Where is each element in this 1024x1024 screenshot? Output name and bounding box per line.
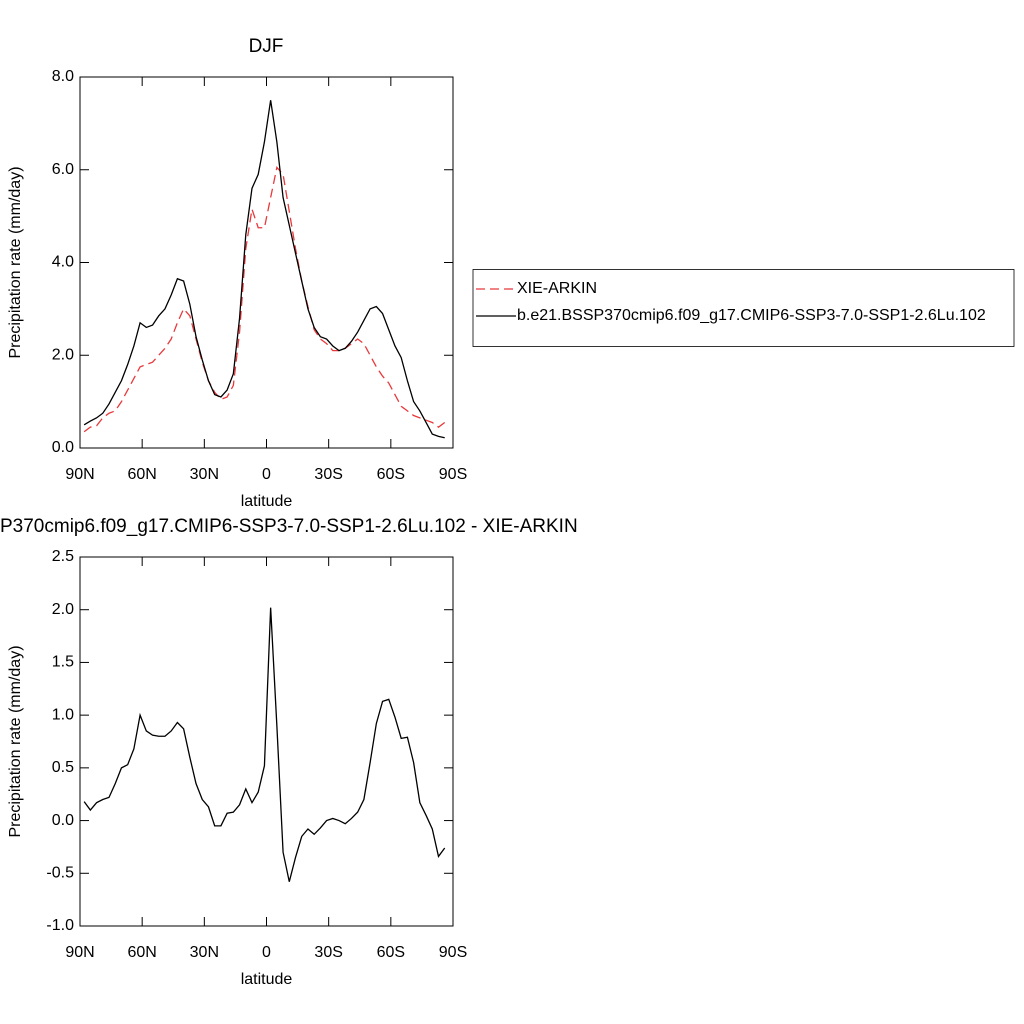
y-tick-label: 1.0: [52, 706, 74, 723]
x-tick-label: 60S: [377, 944, 405, 961]
x-tick-label: 30S: [314, 944, 342, 961]
x-tick-label: 0: [262, 466, 271, 483]
legend-box: [472, 269, 1015, 347]
x-tick-label: 60S: [377, 466, 405, 483]
x-tick-label: 90S: [439, 466, 467, 483]
y-tick-label: 0.0: [52, 439, 74, 456]
y-tick-label: 2.0: [52, 346, 74, 363]
x-tick-label: 30N: [190, 944, 219, 961]
chart-title: DJF: [249, 36, 284, 57]
y-axis-label: Precipitation rate (mm/day): [7, 645, 24, 837]
chart-title: P370cmip6.f09_g17.CMIP6-SSP3-7.0-SSP1-2.…: [0, 516, 578, 537]
data-line: [83, 607, 446, 882]
x-tick-label: 30S: [314, 466, 342, 483]
x-tick-label: 90S: [439, 944, 467, 961]
x-tick-label: 60N: [127, 466, 156, 483]
y-tick-label: -0.5: [46, 865, 74, 882]
x-tick-label: 60N: [127, 944, 156, 961]
x-axis-label: latitude: [241, 493, 293, 510]
x-tick-label: 30N: [190, 466, 219, 483]
x-tick-label: 90N: [65, 944, 94, 961]
x-axis-label: latitude: [241, 971, 293, 988]
legend-label: XIE-ARKIN: [517, 280, 597, 297]
y-tick-label: -1.0: [46, 917, 74, 934]
y-tick-label: 2.0: [52, 601, 74, 618]
y-tick-label: 6.0: [52, 161, 74, 178]
y-tick-label: 0.5: [52, 759, 74, 776]
x-tick-label: 0: [262, 944, 271, 961]
x-tick-label: 90N: [65, 466, 94, 483]
plot-frame: [79, 76, 454, 449]
panel: P370cmip6.f09_g17.CMIP6-SSP3-7.0-SSP1-2.…: [0, 516, 578, 988]
y-tick-label: 4.0: [52, 254, 74, 271]
plot-frame: [79, 556, 454, 927]
data-line: [83, 166, 446, 433]
y-tick-label: 2.5: [52, 548, 74, 565]
legend-label: b.e21.BSSP370cmip6.f09_g17.CMIP6-SSP3-7.…: [517, 307, 986, 324]
y-tick-label: 1.5: [52, 654, 74, 671]
y-tick-label: 8.0: [52, 68, 74, 85]
data-line: [83, 100, 445, 439]
y-axis-label: Precipitation rate (mm/day): [7, 166, 24, 358]
y-tick-label: 0.0: [52, 812, 74, 829]
panel: DJF latitude Precipitation rate (mm/day) 90…: [7, 36, 1015, 510]
